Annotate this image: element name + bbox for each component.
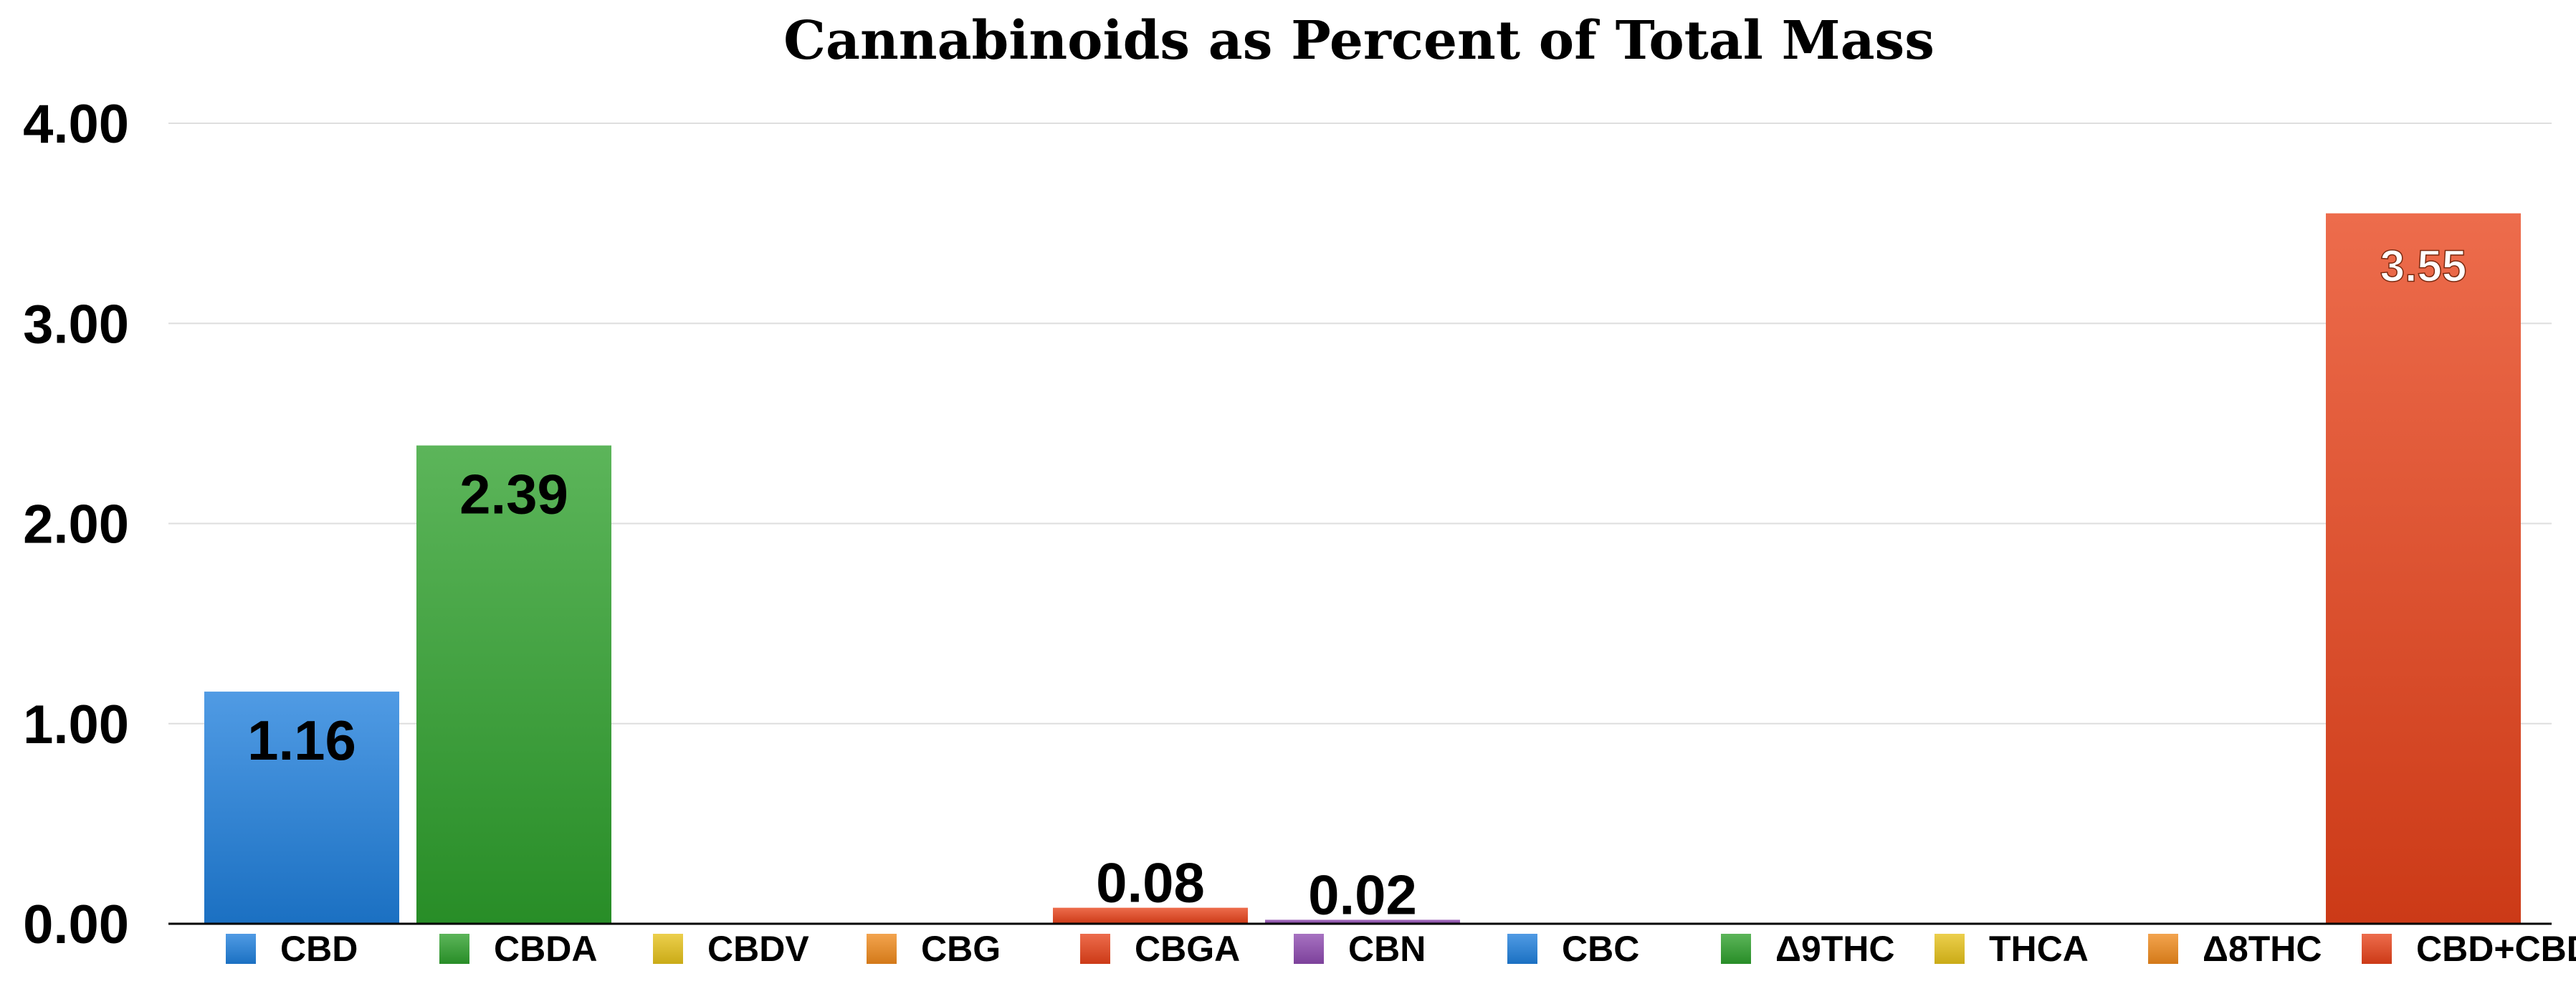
legend-swatch-10	[2362, 934, 2392, 964]
bar-10	[2326, 213, 2521, 924]
legend-swatch-7	[1721, 934, 1751, 964]
y-tick-label: 1.00	[23, 694, 129, 755]
legend-swatch-1	[439, 934, 469, 964]
y-tick-label: 0.00	[23, 894, 129, 955]
legend-label-6: CBC	[1562, 929, 1639, 969]
legend-label-8: THCA	[1989, 929, 2089, 969]
legend-swatch-5	[1294, 934, 1324, 964]
data-labels: 1.16 2.39 0.08 0.02 3.55	[247, 242, 2467, 927]
y-tick-label: 4.00	[23, 94, 129, 155]
bar-0	[204, 692, 399, 924]
legend-label-10: CBD+CBDA	[2416, 929, 2576, 969]
legend-label-5: CBN	[1348, 929, 1426, 969]
legend-label-9: Δ8THC	[2203, 929, 2322, 969]
legend-swatch-9	[2148, 934, 2178, 964]
bar-1	[416, 445, 611, 924]
data-label-1: 2.39	[459, 463, 568, 526]
legend-swatch-4	[1080, 934, 1110, 964]
data-label-10: 3.55	[2380, 242, 2467, 292]
legend-swatch-3	[867, 934, 897, 964]
legend-label-0: CBD	[280, 929, 358, 969]
legend-label-1: CBDA	[494, 929, 597, 969]
legend-swatch-0	[226, 934, 256, 964]
data-label-5: 0.02	[1308, 863, 1417, 926]
y-tick-label: 2.00	[23, 494, 129, 555]
chart-title: Cannabinoids as Percent of Total Mass	[783, 10, 1935, 72]
legend-swatch-8	[1935, 934, 1965, 964]
bar-5	[1265, 919, 1460, 924]
legend-label-4: CBGA	[1135, 929, 1240, 969]
legend: CBD CBDA CBDV CBG CBGA CBN CBC Δ9THC THCA Δ8THC CB…	[226, 929, 2576, 969]
data-label-0: 1.16	[247, 709, 356, 772]
y-tick-label: 3.00	[23, 294, 129, 355]
y-axis-ticks: 0.00 1.00 2.00 3.00 4.00	[23, 94, 129, 955]
legend-label-2: CBDV	[707, 929, 809, 969]
legend-swatch-6	[1507, 934, 1537, 964]
bars	[204, 213, 2521, 924]
legend-label-7: Δ9THC	[1775, 929, 1895, 969]
legend-label-3: CBG	[921, 929, 1001, 969]
data-label-4: 0.08	[1096, 851, 1205, 914]
legend-swatch-2	[653, 934, 683, 964]
bar-4	[1053, 907, 1248, 924]
